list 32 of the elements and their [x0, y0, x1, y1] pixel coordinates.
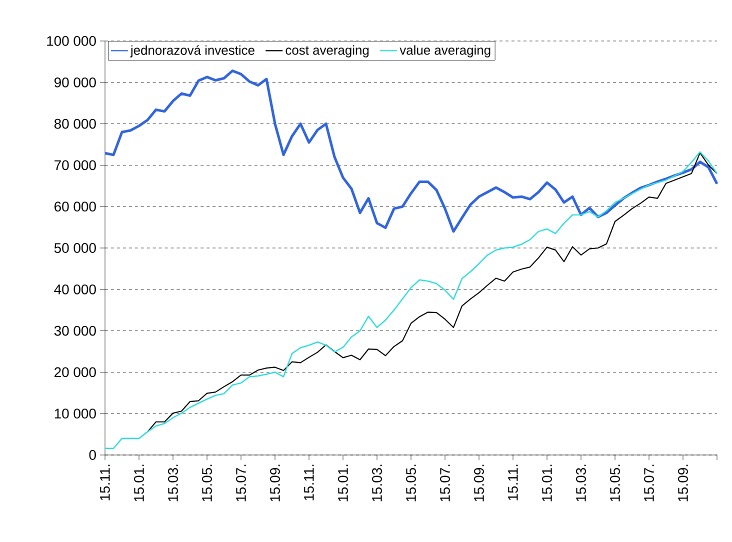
- y-tick-label: 90 000: [54, 77, 96, 88]
- y-tick-label: 20 000: [54, 367, 96, 378]
- x-tick-label: 15.01.: [134, 464, 144, 502]
- y-tick-label: 60 000: [54, 202, 96, 212]
- x-tick-label: 15.05.: [610, 464, 620, 502]
- x-tick-label: 15.03.: [576, 464, 586, 502]
- y-tick-label: 40 000: [54, 284, 96, 294]
- x-tick-label: 15.09.: [474, 464, 484, 502]
- y-tick-label: 10 000: [54, 408, 96, 419]
- x-tick-label: 15.05.: [406, 464, 416, 502]
- y-tick-label: 50 000: [54, 243, 96, 253]
- x-tick-label: 15.11.: [508, 464, 518, 500]
- legend-label: value averaging: [400, 45, 490, 58]
- x-tick-label: 15.03.: [372, 464, 382, 502]
- y-tick-label: 80 000: [54, 118, 96, 129]
- x-tick-label: 15.11.: [100, 464, 110, 500]
- y-tick-label: 100 000: [47, 36, 96, 46]
- x-tick-label: 15.11.: [304, 464, 314, 500]
- x-tick-label: 15.05.: [202, 464, 212, 502]
- x-tick-label: 15.01.: [542, 464, 552, 502]
- legend-label: cost averaging: [286, 45, 369, 58]
- legend-label: jednorazová investice: [130, 45, 254, 58]
- x-tick-label: 15.09.: [678, 464, 688, 502]
- y-tick-label: 30 000: [54, 326, 96, 336]
- x-tick-label: 15.03.: [168, 464, 178, 502]
- x-tick-label: 15.07.: [236, 464, 246, 502]
- x-tick-label: 15.09.: [270, 464, 280, 502]
- x-tick-label: 15.01.: [338, 464, 348, 502]
- x-tick-label: 15.07.: [440, 464, 450, 502]
- y-tick-label: 0: [89, 450, 96, 460]
- x-tick-label: 15.07.: [644, 464, 654, 502]
- y-tick-label: 70 000: [54, 160, 96, 170]
